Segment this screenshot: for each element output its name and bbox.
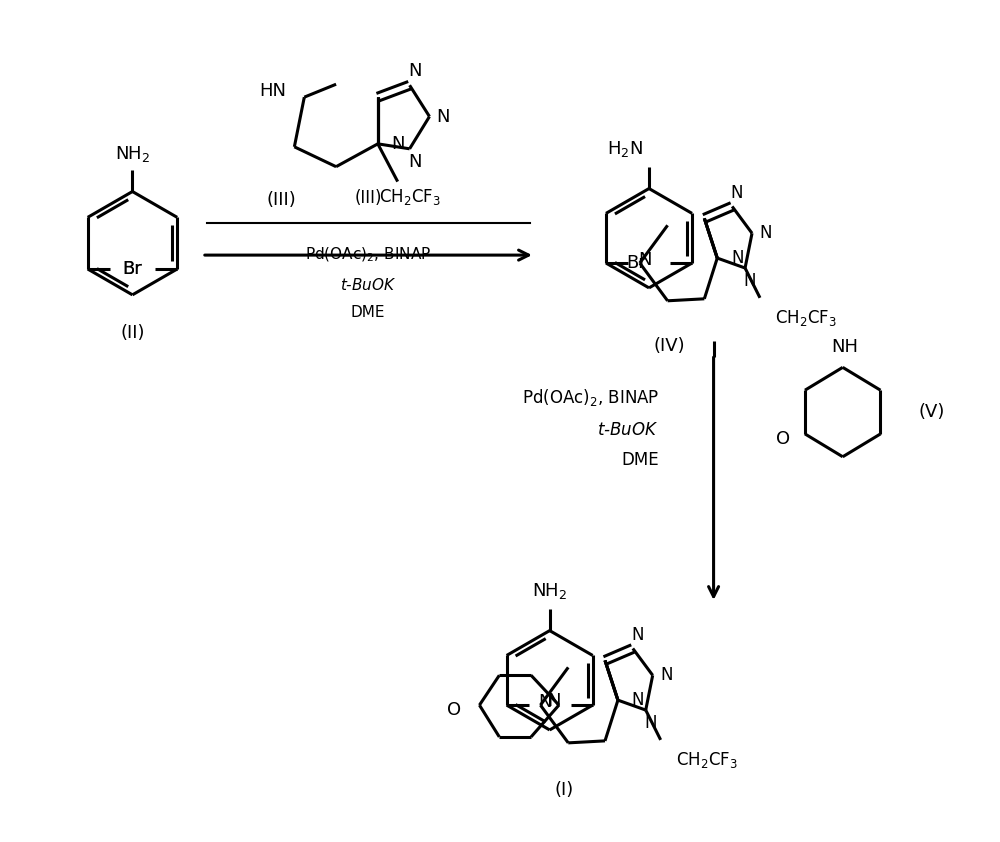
Text: NH$_2$: NH$_2$ <box>532 581 567 601</box>
Text: Pd(OAc)$_2$, BINAP: Pd(OAc)$_2$, BINAP <box>305 246 431 264</box>
Text: N: N <box>408 62 421 80</box>
Text: N: N <box>731 184 743 201</box>
Text: N: N <box>437 108 450 125</box>
Text: (II): (II) <box>120 323 145 342</box>
Text: CH$_2$CF$_3$: CH$_2$CF$_3$ <box>775 307 837 328</box>
Text: $t$-BuOK: $t$-BuOK <box>340 277 396 293</box>
Text: (III): (III) <box>354 189 382 207</box>
Text: Pd(OAc)$_2$, BINAP: Pd(OAc)$_2$, BINAP <box>522 386 659 408</box>
Text: N: N <box>638 251 651 269</box>
Text: H$_2$N: H$_2$N <box>607 139 643 159</box>
Text: DME: DME <box>351 305 385 320</box>
Text: (V): (V) <box>919 403 945 421</box>
Text: N: N <box>760 224 772 242</box>
Text: (IV): (IV) <box>653 337 685 354</box>
Text: O: O <box>447 701 462 719</box>
Text: N: N <box>408 152 421 171</box>
Text: N: N <box>632 691 644 709</box>
Text: N: N <box>660 666 673 685</box>
Text: N: N <box>547 692 561 710</box>
Text: CH$_2$CF$_3$: CH$_2$CF$_3$ <box>379 188 441 207</box>
Text: Br: Br <box>123 260 142 278</box>
Text: $t$-BuOK: $t$-BuOK <box>597 421 659 439</box>
Text: (I): (I) <box>555 781 574 798</box>
Text: O: O <box>776 430 790 448</box>
Text: Br: Br <box>627 254 646 272</box>
Text: N: N <box>538 693 552 711</box>
Text: NH$_2$: NH$_2$ <box>115 144 150 164</box>
Text: N: N <box>731 249 744 267</box>
Text: N: N <box>632 626 644 643</box>
Text: N: N <box>644 714 657 732</box>
Text: Br: Br <box>123 260 142 278</box>
Text: NH: NH <box>831 338 858 356</box>
Text: (III): (III) <box>267 191 296 210</box>
Text: CH$_2$CF$_3$: CH$_2$CF$_3$ <box>676 749 738 770</box>
Text: N: N <box>744 272 756 290</box>
Text: DME: DME <box>621 450 659 469</box>
Text: HN: HN <box>259 83 286 100</box>
Text: N: N <box>392 135 405 153</box>
